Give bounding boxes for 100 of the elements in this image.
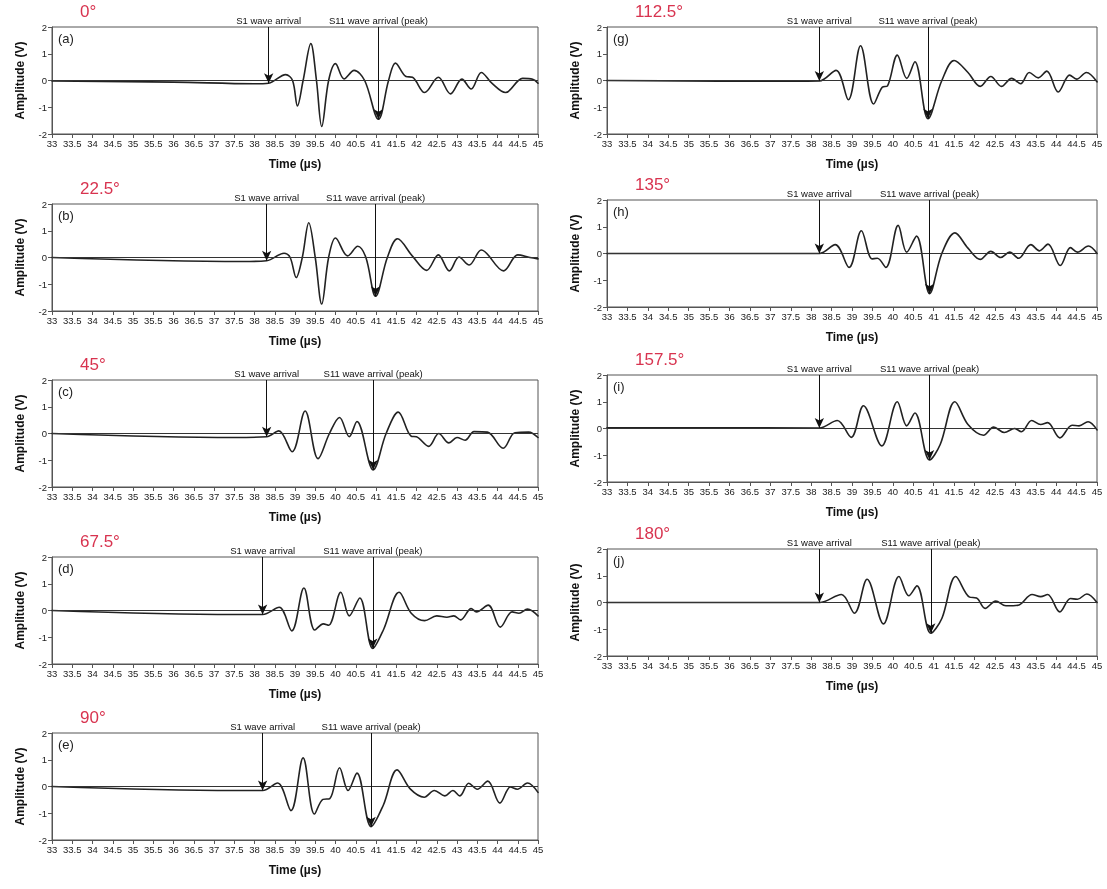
x-tick-label: 33.5 [618, 310, 637, 322]
x-tick-label: 44.5 [1067, 485, 1086, 497]
x-tick-label: 35 [127, 667, 139, 679]
y-axis-title: Amplitude (V) [568, 563, 582, 642]
x-tick-label: 38 [249, 843, 260, 855]
x-tick-label: 39.5 [863, 485, 882, 497]
x-tick-label: 44 [492, 137, 503, 149]
y-tick-label: 2 [596, 543, 602, 555]
y-axis-title: Amplitude (V) [568, 214, 582, 293]
x-tick-label: 41 [370, 490, 382, 502]
y-tick-label: 1 [41, 578, 47, 590]
x-tick-label: 34 [642, 137, 654, 149]
x-tick-label: 35.5 [144, 490, 163, 502]
x-tick-label: 37 [208, 314, 220, 326]
x-tick-label: 36 [168, 490, 179, 502]
y-tick-label: -2 [38, 658, 47, 670]
x-tick-label: 42.5 [427, 314, 446, 326]
y-tick-label: 0 [596, 248, 602, 259]
x-tick-label: 44 [1050, 485, 1062, 497]
chart-title: 90° [80, 708, 106, 727]
x-tick-label: 34 [87, 137, 98, 149]
x-tick-label: 45 [532, 667, 544, 679]
x-axis-title: Time (µs) [268, 687, 322, 701]
x-tick-label: 34 [642, 485, 654, 497]
annotation: S1 wave arrival [786, 536, 852, 548]
annotation: (h) [613, 204, 629, 219]
x-tick-label: 42.5 [427, 137, 446, 149]
x-tick-label: 35 [683, 659, 694, 671]
x-axis-title: Time (µs) [825, 157, 879, 171]
x-tick-label: 37.5 [225, 843, 244, 855]
x-tick-label: 44 [1050, 659, 1062, 671]
x-tick-label: 44 [1050, 310, 1062, 322]
x-tick-label: 40.5 [904, 659, 923, 671]
x-tick-label: 34 [87, 490, 98, 502]
y-tick-label: 1 [41, 401, 47, 413]
x-tick-label: 42 [969, 659, 980, 671]
x-tick-label: 44.5 [508, 137, 527, 149]
x-tick-label: 39.5 [306, 314, 325, 326]
x-tick-label: 43 [451, 843, 463, 855]
y-tick-label: -2 [38, 834, 47, 846]
annotation: S1 wave arrival [236, 14, 302, 26]
x-tick-label: 39 [846, 310, 858, 322]
x-tick-label: 34.5 [103, 490, 122, 502]
y-axis-title: Amplitude (V) [13, 218, 27, 297]
x-tick-label: 39.5 [306, 137, 325, 149]
x-tick-label: 43 [1010, 659, 1021, 671]
x-tick-label: 45 [532, 137, 544, 149]
x-tick-label: 37 [208, 667, 220, 679]
x-tick-label: 41.5 [944, 310, 964, 322]
annotation: (d) [58, 561, 74, 576]
x-tick-label: 42.5 [427, 667, 446, 679]
x-tick-label: 44 [492, 843, 503, 855]
x-tick-label: 42 [411, 137, 422, 149]
y-tick-label: 0 [596, 423, 602, 434]
x-tick-label: 42.5 [427, 843, 446, 855]
x-tick-label: 44 [492, 667, 503, 679]
x-tick-label: 39 [289, 137, 301, 149]
y-tick-label: -1 [38, 631, 47, 643]
x-tick-label: 41.5 [387, 490, 406, 502]
x-tick-label: 36.5 [740, 310, 760, 322]
x-tick-label: 42 [411, 667, 422, 679]
x-tick-label: 33 [46, 137, 58, 149]
x-tick-label: 33 [601, 310, 613, 322]
x-tick-label: 38 [805, 659, 817, 671]
y-tick-label: 0 [41, 252, 47, 263]
x-tick-label: 40.5 [346, 314, 365, 326]
x-tick-label: 33 [601, 659, 613, 671]
x-tick-label: 45 [1091, 137, 1103, 149]
y-tick-label: -2 [38, 128, 47, 140]
x-tick-label: 41.5 [387, 137, 406, 149]
x-tick-label: 41 [928, 137, 939, 149]
annotation: S11 wave arrival (peak) [323, 544, 423, 556]
x-tick-label: 41.5 [944, 485, 964, 497]
x-tick-label: 44.5 [508, 667, 527, 679]
annotation: S1 wave arrival [230, 720, 296, 732]
x-tick-label: 36.5 [740, 659, 760, 671]
x-tick-label: 35 [127, 314, 139, 326]
x-tick-label: 38 [805, 310, 817, 322]
x-tick-label: 37.5 [781, 137, 800, 149]
y-tick-label: -1 [38, 101, 47, 113]
x-tick-label: 34.5 [103, 667, 122, 679]
x-tick-label: 38 [249, 667, 260, 679]
line-series [51, 410, 539, 471]
x-tick-label: 39 [289, 490, 301, 502]
x-tick-label: 42 [411, 843, 422, 855]
x-tick-label: 35.5 [144, 843, 163, 855]
x-tick-label: 34 [642, 659, 654, 671]
y-tick-label: 1 [41, 754, 47, 766]
x-tick-label: 43.5 [468, 137, 487, 149]
x-tick-label: 44.5 [508, 490, 527, 502]
y-tick-label: 2 [41, 727, 47, 739]
x-tick-label: 33.5 [63, 843, 82, 855]
x-tick-label: 36 [724, 659, 735, 671]
x-tick-label: 35.5 [144, 137, 163, 149]
x-tick-label: 38 [249, 314, 260, 326]
y-tick-label: 1 [596, 221, 602, 233]
x-tick-label: 41 [928, 310, 939, 322]
x-tick-label: 40 [887, 137, 899, 149]
x-axis-title: Time (µs) [268, 334, 322, 348]
x-tick-label: 40.5 [904, 485, 923, 497]
